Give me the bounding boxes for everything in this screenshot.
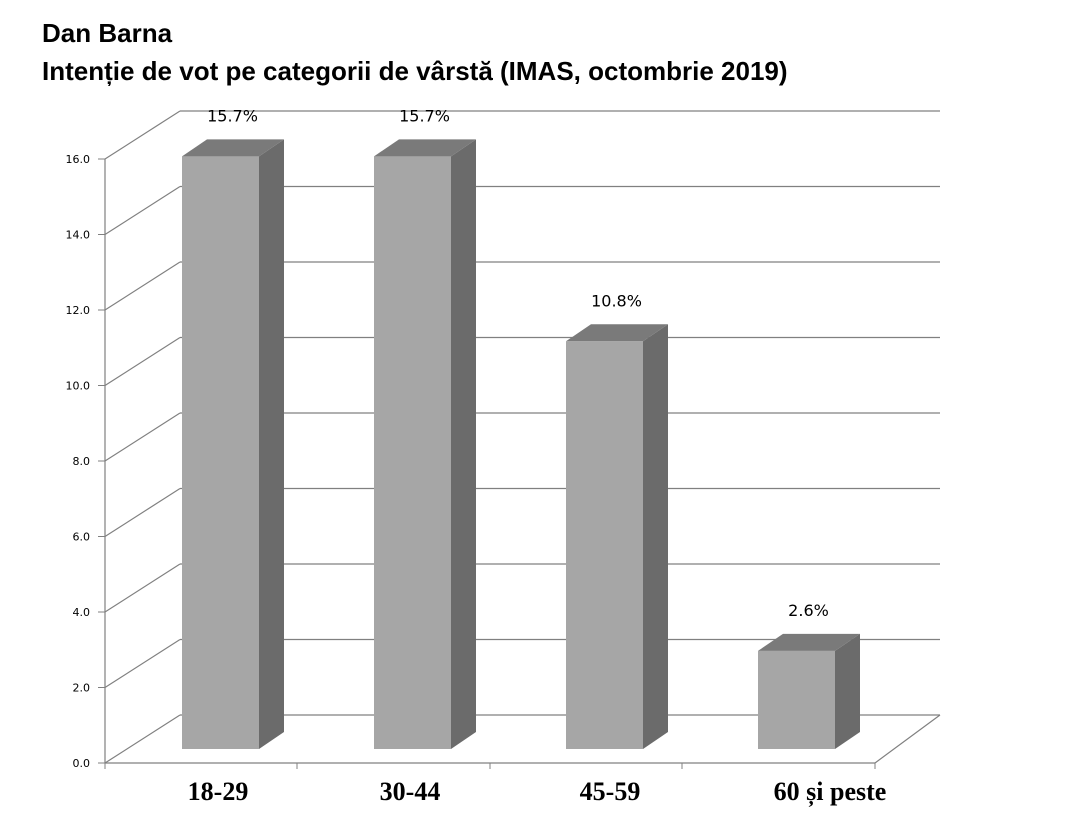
bar-front xyxy=(374,156,451,749)
label-layer: 15.7% 18-29 15.7% 30-44 10.8% 45-59 2.6% 60 și … xyxy=(188,106,887,807)
bar-top xyxy=(374,139,476,157)
y-tick-label: 8.0 xyxy=(73,455,91,468)
y-tick-label: 0.0 xyxy=(73,757,91,770)
y-tick-label: 12.0 xyxy=(66,304,91,317)
side-gridline xyxy=(104,714,181,764)
y-tick-label: 16.0 xyxy=(66,153,91,166)
data-label: 2.6% xyxy=(788,601,829,620)
bar-side xyxy=(451,139,476,749)
side-gridline xyxy=(104,412,181,462)
side-gridline xyxy=(104,185,181,236)
side-gridline xyxy=(104,563,181,613)
x-tick-label: 30-44 xyxy=(380,777,441,806)
bar-front xyxy=(758,650,835,749)
bar-top xyxy=(182,139,284,157)
bar-top xyxy=(758,633,860,651)
floor-edge-line xyxy=(874,714,941,764)
y-tick-label: 2.0 xyxy=(73,682,91,695)
bar-side xyxy=(643,324,668,749)
y-tick-label: 4.0 xyxy=(73,606,91,619)
side-gridline xyxy=(104,110,181,160)
side-gridline xyxy=(104,336,181,387)
bar-side xyxy=(259,139,284,749)
side-gridline xyxy=(104,638,181,689)
y-tick-label: 14.0 xyxy=(66,229,91,242)
x-tick-label: 45-59 xyxy=(580,777,641,806)
x-tick-label: 18-29 xyxy=(188,777,249,806)
bar-layer xyxy=(182,139,860,749)
bar-front xyxy=(566,341,643,749)
data-label: 15.7% xyxy=(399,106,450,125)
y-tick-label: 10.0 xyxy=(66,380,91,393)
bar-front xyxy=(182,156,259,749)
chart-title: Dan Barna xyxy=(42,18,173,48)
bar-top xyxy=(566,324,668,342)
data-label: 10.8% xyxy=(591,291,642,310)
side-gridline xyxy=(104,261,181,311)
chart-title-block: Dan Barna Intenție de vot pe categorii d… xyxy=(42,14,788,90)
side-gridline xyxy=(104,487,181,538)
data-label: 15.7% xyxy=(207,106,258,125)
x-tick-label: 60 și peste xyxy=(774,777,887,807)
grid-layer xyxy=(104,110,940,764)
axis-layer: 0.0 2.0 4.0 6.0 8.0 10.0 12.0 14.0 16.0 xyxy=(66,153,941,770)
bar-side xyxy=(835,633,860,749)
y-tick-label: 6.0 xyxy=(73,531,91,544)
chart-subtitle: Intenție de vot pe categorii de vârstă (… xyxy=(42,56,788,86)
